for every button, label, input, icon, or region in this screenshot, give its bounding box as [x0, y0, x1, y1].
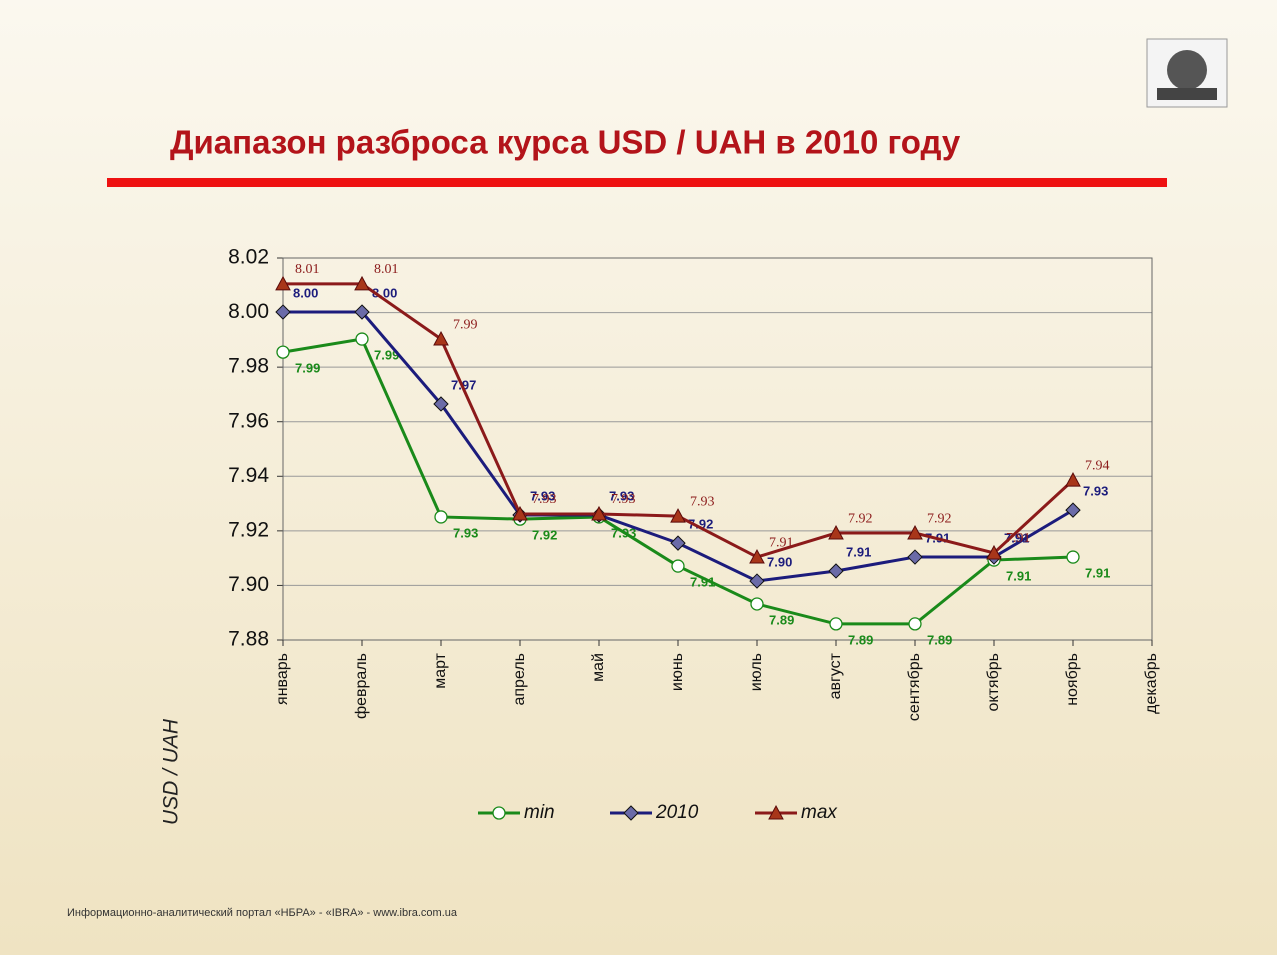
- y-tick-label: 7.96: [228, 409, 269, 432]
- point-marker: [354, 304, 370, 320]
- legend-marker: [623, 805, 639, 821]
- x-tick-label: апрель: [511, 653, 528, 706]
- data-label: 7.93: [611, 492, 636, 507]
- x-tick-label: ноябрь: [1064, 653, 1081, 706]
- point-marker: [749, 573, 765, 589]
- data-label: 7.90: [767, 555, 792, 570]
- y-tick-label: 7.92: [228, 518, 269, 541]
- legend-marker: [492, 806, 506, 820]
- legend-label: 2010: [655, 802, 699, 823]
- point-marker: [670, 508, 686, 523]
- point-marker: [434, 510, 448, 524]
- point-marker: [986, 544, 1002, 560]
- point-marker: [1065, 472, 1081, 487]
- data-label: 7.99: [374, 347, 399, 362]
- legend-marker: [768, 804, 784, 820]
- data-label: 7.93: [1083, 484, 1108, 499]
- point-marker: [275, 275, 291, 291]
- data-label: 8.01: [295, 262, 320, 277]
- data-label: 7.91: [1085, 565, 1110, 580]
- point-marker: [907, 524, 923, 540]
- data-label: 7.93: [609, 488, 634, 503]
- chart-title: Диапазон разброса курса USD / UAH в 2010…: [170, 124, 961, 161]
- data-label: 8.01: [374, 262, 399, 277]
- y-tick-label: 7.94: [228, 464, 269, 487]
- y-tick-label: 7.88: [228, 628, 269, 651]
- x-tick-label: октябрь: [985, 653, 1002, 711]
- data-label: 7.99: [453, 317, 478, 332]
- point-marker: [276, 345, 290, 359]
- point-marker: [828, 524, 844, 540]
- data-label: 7.91: [1006, 531, 1031, 546]
- legend-label: max: [801, 802, 838, 823]
- data-label: 7.93: [690, 494, 715, 509]
- y-tick-label: 8.00: [228, 300, 269, 323]
- point-marker: [750, 597, 764, 611]
- data-label: 7.91: [769, 535, 794, 550]
- data-label: 7.89: [848, 632, 873, 647]
- point-marker: [591, 505, 607, 521]
- footer: Информационно-аналитический портал «НБРА…: [67, 907, 458, 919]
- data-label: 7.92: [532, 528, 557, 543]
- x-tick-label: май: [590, 653, 607, 682]
- data-label: 7.93: [611, 525, 636, 540]
- data-label: 7.91: [690, 574, 715, 589]
- data-label: 7.92: [848, 511, 873, 526]
- data-label: 7.91: [846, 544, 871, 559]
- x-tick-label: февраль: [353, 653, 370, 719]
- point-marker: [354, 275, 370, 291]
- y-tick-label: 8.02: [228, 246, 269, 269]
- data-label: 7.92: [688, 517, 713, 532]
- data-label: 7.93: [453, 525, 478, 540]
- x-tick-label: июнь: [669, 653, 686, 691]
- point-marker: [1066, 550, 1080, 564]
- x-tick-label: сентябрь: [906, 653, 923, 721]
- logo: [1146, 38, 1228, 108]
- data-label: 8.00: [293, 285, 318, 300]
- data-label: 7.91: [1004, 530, 1029, 545]
- x-tick-label: март: [432, 652, 449, 688]
- x-tick-label: июль: [748, 653, 765, 691]
- point-marker: [828, 563, 844, 579]
- data-label: 7.93: [530, 488, 555, 503]
- x-tick-label: август: [827, 652, 844, 699]
- plot-border: [282, 257, 1153, 641]
- series-line: [282, 337, 1074, 626]
- data-label: 7.94: [1085, 458, 1110, 473]
- x-tick-label: декабрь: [1143, 653, 1160, 714]
- legend-label: min: [524, 802, 555, 823]
- data-label: 7.93: [532, 492, 557, 507]
- point-marker: [1065, 502, 1081, 518]
- point-marker: [670, 535, 686, 551]
- point-marker: [355, 332, 369, 346]
- data-label: 7.89: [769, 612, 794, 627]
- title-rule: [107, 178, 1167, 187]
- data-label: 7.97: [451, 377, 476, 392]
- point-marker: [671, 559, 685, 573]
- point-marker: [433, 330, 449, 346]
- point-marker: [907, 549, 923, 565]
- y-axis-label: USD / UAH: [160, 718, 183, 825]
- data-label: 7.92: [927, 511, 952, 526]
- point-marker: [433, 396, 449, 412]
- point-marker: [275, 304, 291, 320]
- y-tick-label: 7.90: [228, 573, 269, 596]
- point-marker: [749, 548, 765, 564]
- x-tick-label: январь: [274, 653, 291, 705]
- data-label: 7.91: [1006, 568, 1031, 583]
- point-marker: [512, 505, 528, 521]
- point-marker: [908, 617, 922, 631]
- point-marker: [829, 617, 843, 631]
- data-label: 7.89: [927, 632, 952, 647]
- data-label: 7.99: [295, 361, 320, 376]
- y-tick-label: 7.98: [228, 355, 269, 378]
